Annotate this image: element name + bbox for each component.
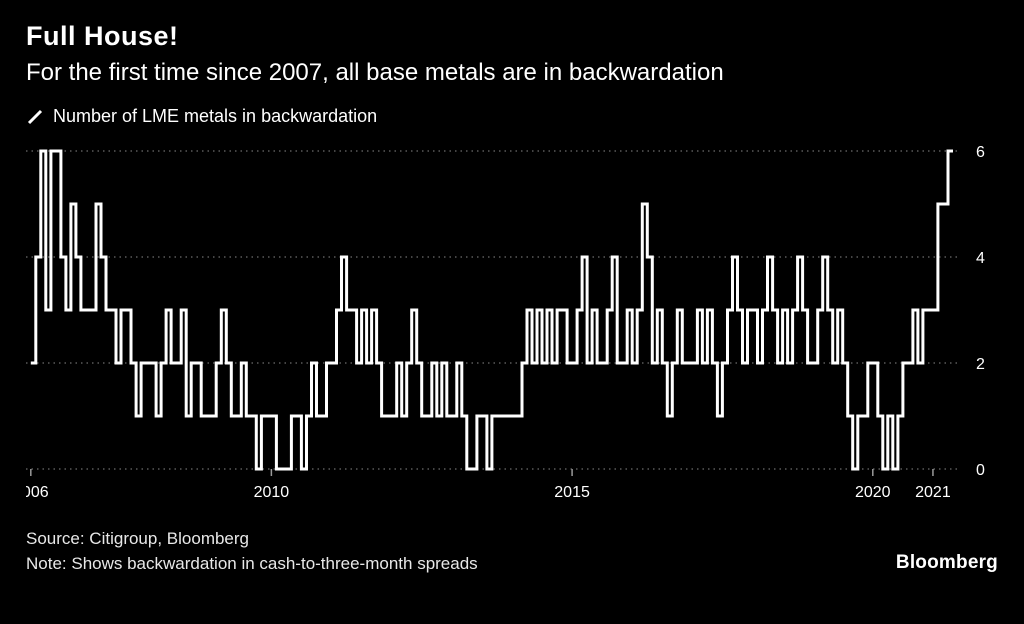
chart-subtitle: For the first time since 2007, all base … <box>26 59 724 87</box>
y-axis-label: 2 <box>976 356 985 373</box>
x-axis-label: 2006 <box>26 484 49 501</box>
legend-line-icon <box>27 109 43 124</box>
chart-footer: Source: Citigroup, Bloomberg Note: Shows… <box>26 527 998 576</box>
step-line-chart: 0 2 4 6 2006 2010 2015 2020 2021 <box>26 144 985 501</box>
bloomberg-logo: Bloomberg <box>895 552 998 574</box>
series-line <box>30 149 953 471</box>
legend: Number of LME metals in backwardation <box>26 106 998 127</box>
source-text: Source: Citigroup, Bloomberg <box>26 529 250 549</box>
chart-area: 0 2 4 6 2006 2010 2015 2020 2021 <box>26 131 998 523</box>
note-text: Note: Shows backwardation in cash-to-thr… <box>26 554 478 574</box>
legend-label: Number of LME metals in backwardation <box>53 106 378 127</box>
x-axis-label: 2010 <box>254 484 290 501</box>
x-axis-label: 2021 <box>915 484 951 501</box>
chart-title: Full House! <box>26 21 179 51</box>
y-axis-label: 4 <box>976 250 985 267</box>
y-axis-label: 6 <box>976 144 985 161</box>
x-axis-label: 2020 <box>855 484 891 501</box>
y-axis-label: 0 <box>976 462 985 479</box>
x-axis-label: 2015 <box>554 484 590 501</box>
